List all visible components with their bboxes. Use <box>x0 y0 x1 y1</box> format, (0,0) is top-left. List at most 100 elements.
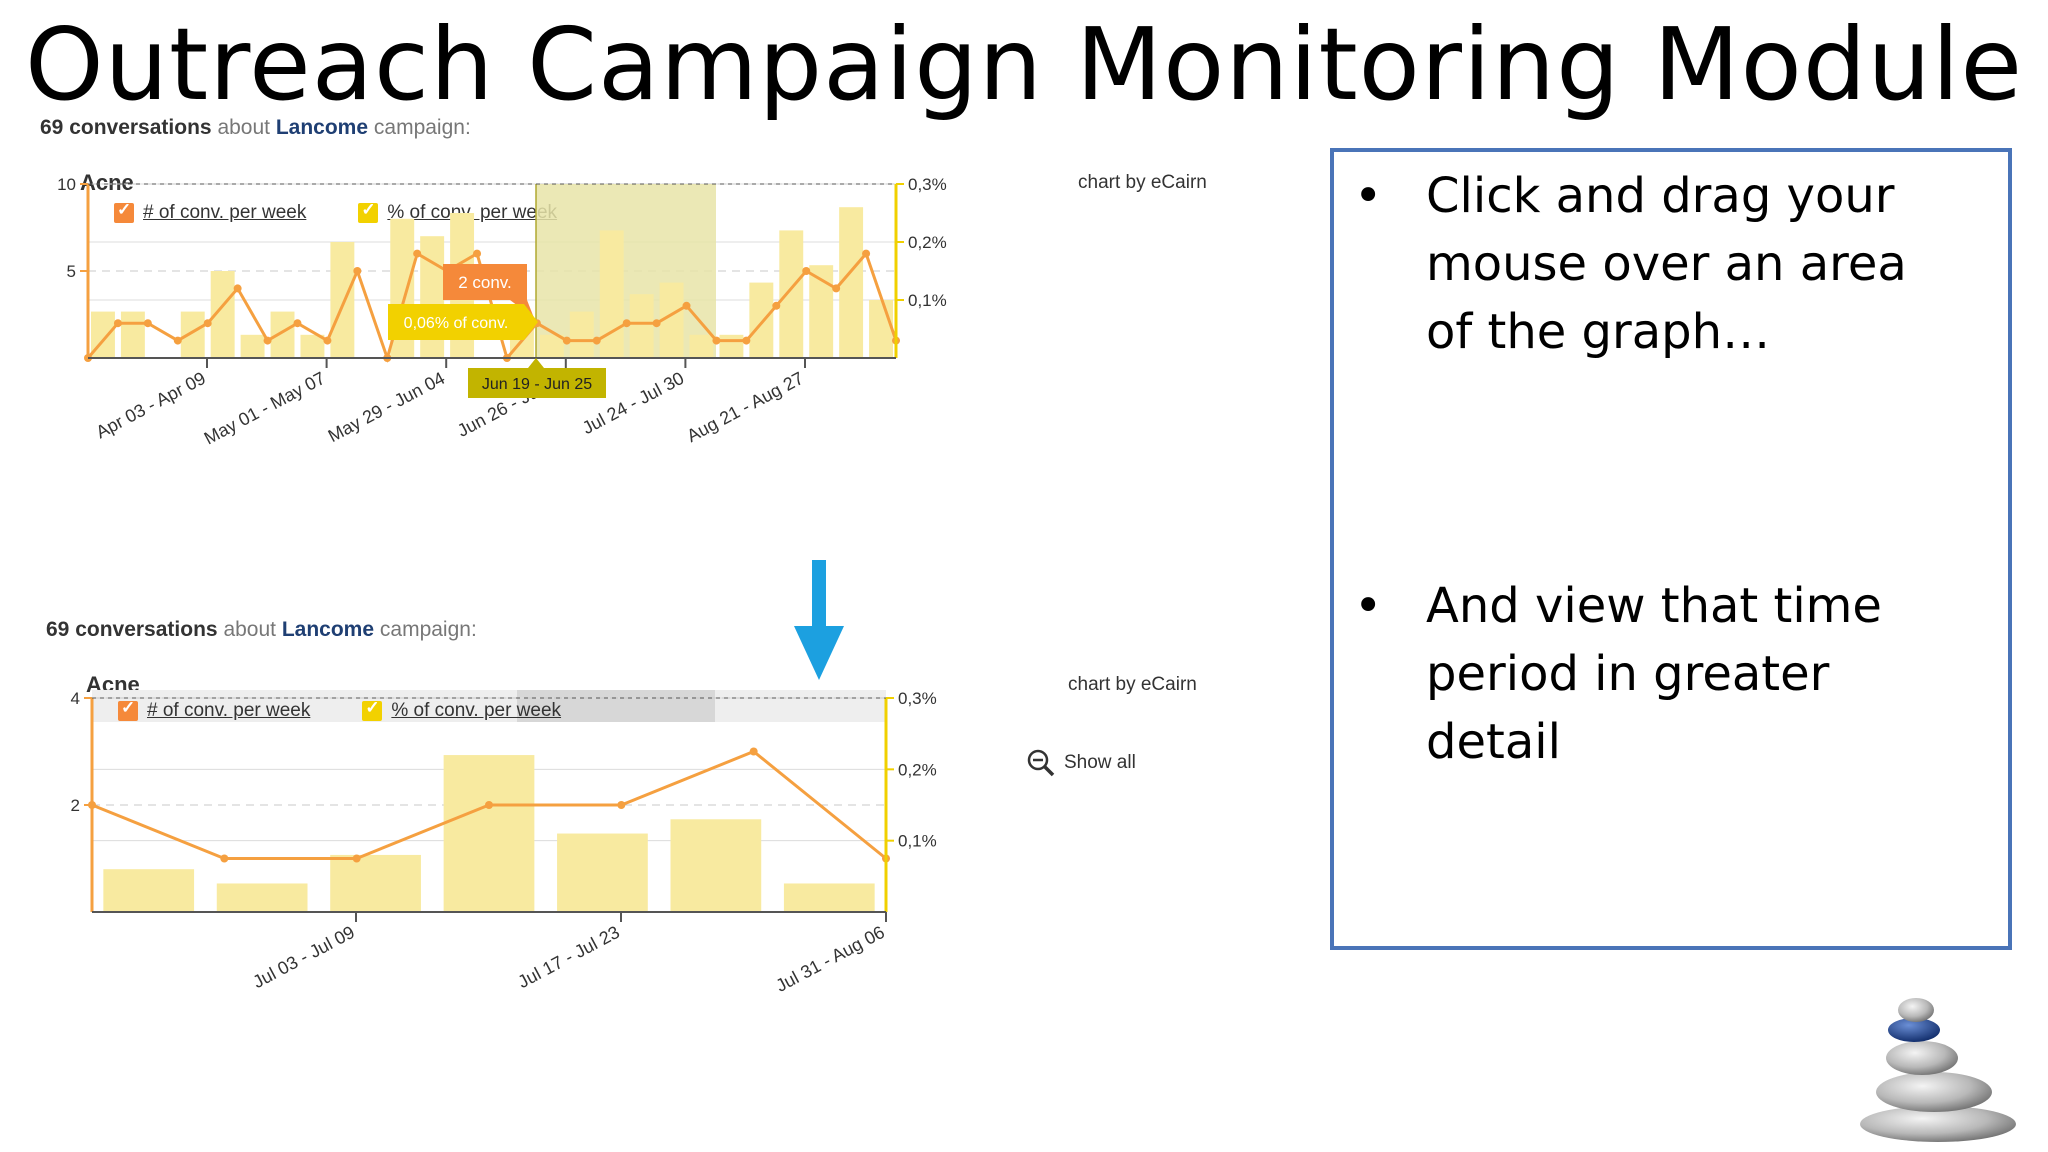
checkbox-icon[interactable] <box>362 698 383 721</box>
zoomed-plot[interactable]: 2 4 0,1% 0,2% 0,3% Jul 03 - Jul 09 Jul 17 - Ju… <box>30 612 1260 1078</box>
chart-legend: # of conv. per week % of conv. per week <box>114 200 609 224</box>
line-point <box>862 249 871 258</box>
x-tick-label: May 29 - Jun 04 <box>325 368 448 446</box>
bar <box>270 311 295 358</box>
line-point <box>293 319 302 328</box>
line-point <box>742 336 751 345</box>
about-text: about <box>223 618 276 641</box>
range-label <box>468 368 606 398</box>
line-point <box>617 801 626 809</box>
line-point <box>353 267 362 275</box>
checkbox-icon[interactable] <box>358 200 379 223</box>
bullet-dot: • <box>1354 578 1383 634</box>
percent-tooltip-pointer <box>524 304 538 340</box>
conversation-count: 69 conversations <box>40 116 212 139</box>
line-point <box>802 267 811 275</box>
bar <box>539 334 564 358</box>
line-point <box>652 319 661 328</box>
bar <box>839 207 864 358</box>
slide-title: Outreach Campaign Monitoring Module <box>24 6 2024 123</box>
line-point <box>113 319 122 328</box>
range-label-pointer <box>528 358 544 368</box>
conversation-summary: 69 conversations about Lancome campaign: <box>40 116 471 140</box>
selection-area <box>536 184 716 358</box>
y-left-tick-label: 10 <box>57 175 76 194</box>
legend-count-series[interactable]: # of conv. per week <box>147 700 311 721</box>
line-point <box>485 801 493 809</box>
down-arrow-icon <box>794 560 844 680</box>
y-right-tick-label: 0,2% <box>908 233 947 252</box>
x-tick-label: Jul 03 - Jul 09 <box>250 922 358 992</box>
bar <box>869 300 894 358</box>
checkbox-icon[interactable] <box>114 200 134 223</box>
campaign-text: campaign: <box>379 618 477 641</box>
bar <box>300 334 325 358</box>
bar <box>779 230 804 358</box>
bar <box>240 334 265 358</box>
bar <box>719 334 744 358</box>
percent-tooltip-text: 0,06% of conv. <box>404 315 509 332</box>
chart-byline: chart by eCairn <box>1078 172 1207 193</box>
bar <box>689 334 714 358</box>
y-right-tick-label: 0,3% <box>898 689 937 708</box>
bar <box>120 311 145 358</box>
bar <box>659 282 684 358</box>
legend-percent-series[interactable]: % of conv. per week <box>387 202 558 223</box>
line-point <box>749 747 758 756</box>
bar <box>216 883 308 912</box>
bullet-item: • And view that time period in greater d… <box>1354 572 1966 776</box>
bar <box>330 854 421 912</box>
conversation-count: 69 conversations <box>46 618 218 641</box>
y-right-tick-label: 0,1% <box>908 291 947 310</box>
bullet-text: Click and drag your mouse over an area o… <box>1426 168 1907 360</box>
navigator-selection <box>517 690 715 722</box>
navigator-band <box>92 690 886 722</box>
bar <box>599 230 624 358</box>
chart-byline: chart by eCairn <box>1068 674 1197 695</box>
x-tick-label: May 01 - May 07 <box>201 368 329 449</box>
bar <box>103 869 195 912</box>
show-all-label: Show all <box>1064 752 1136 773</box>
line-point <box>173 336 182 345</box>
line-point <box>323 336 332 345</box>
line-point <box>562 336 571 345</box>
instructions-textbox: • Click and drag your mouse over an area… <box>1330 148 2012 950</box>
bar <box>783 883 875 912</box>
x-tick-label: Aug 21 - Aug 27 <box>683 368 806 446</box>
x-tick-label: Jul 17 - Jul 23 <box>515 922 623 992</box>
line-point <box>413 249 422 258</box>
about-text: about <box>217 116 270 139</box>
y-right-tick-label: 0,3% <box>908 175 947 194</box>
bullet-item: • Click and drag your mouse over an area… <box>1354 162 1966 366</box>
overview-chart[interactable]: 69 conversations about Lancome campaign:… <box>30 110 1270 580</box>
conversation-summary: 69 conversations about Lancome campaign: <box>46 618 477 642</box>
y-left-tick-label: 2 <box>71 796 80 815</box>
bar <box>629 294 654 358</box>
brand-link[interactable]: Lancome <box>275 116 369 139</box>
bar <box>330 242 355 358</box>
line-point <box>622 319 631 328</box>
line-point <box>263 336 272 345</box>
legend-percent-series[interactable]: % of conv. per week <box>391 700 562 721</box>
range-label-text: Jun 19 - Jun 25 <box>482 376 592 393</box>
line-point <box>473 249 482 258</box>
count-tooltip-text: 2 conv. <box>458 273 512 292</box>
brand-link[interactable]: Lancome <box>281 618 375 641</box>
x-tick-label: Apr 03 - Apr 09 <box>93 368 209 443</box>
y-right-tick-label: 0,1% <box>898 832 937 851</box>
show-all-button[interactable]: Show all <box>1026 748 1136 778</box>
line-point <box>233 284 242 293</box>
stones-logo-icon <box>1860 998 2016 1142</box>
line-point <box>220 854 229 863</box>
campaign-text: campaign: <box>373 116 471 139</box>
checkbox-icon[interactable] <box>118 698 138 721</box>
bar <box>443 755 535 912</box>
zoomed-chart[interactable]: 69 conversations about Lancome campaign:… <box>30 612 1260 1078</box>
bar <box>809 265 834 358</box>
legend-count-series[interactable]: # of conv. per week <box>143 202 307 223</box>
line-point <box>203 319 212 328</box>
bar <box>180 311 205 358</box>
x-tick-label: Jul 31 - Aug 06 <box>772 922 887 996</box>
line-point <box>772 301 781 310</box>
